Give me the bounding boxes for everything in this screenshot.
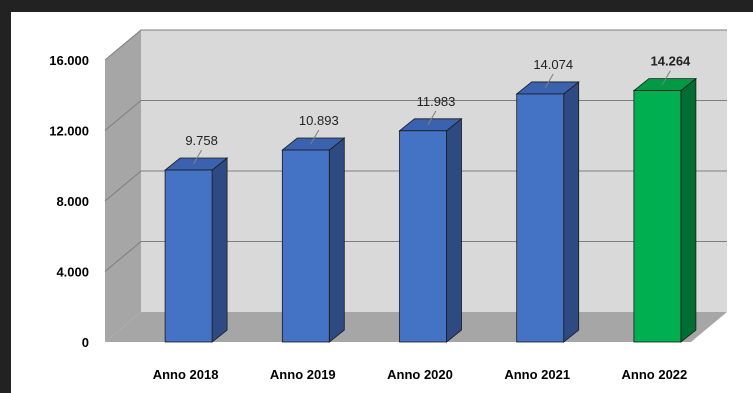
bar: 9.758 (163, 133, 229, 343)
data-label-leader (661, 70, 671, 85)
data-label: 14.264 (651, 54, 692, 69)
y-tick-label: 16.000 (49, 53, 89, 68)
data-label: 14.074 (533, 57, 573, 72)
bar-front (516, 93, 565, 343)
x-tick-label: Anno 2019 (270, 367, 336, 382)
bar: 10.893 (281, 113, 346, 343)
bar-front (399, 130, 447, 343)
bar-front (633, 90, 682, 343)
bar-front (164, 169, 213, 343)
bar-chart: 0 4.000 8.000 12.000 16.000 9.758 10.893 11.98… (49, 29, 727, 382)
bars: 9.758 10.893 11.983 14.074 14.264 (163, 54, 698, 343)
x-axis: Anno 2018 Anno 2019 Anno 2020 Anno 2021 Anno… (153, 367, 688, 382)
chart-panel: 0 4.000 8.000 12.000 16.000 9.758 10.893 11.98… (11, 12, 753, 393)
x-tick-label: Anno 2020 (387, 367, 453, 382)
y-axis: 0 4.000 8.000 12.000 16.000 (49, 53, 89, 350)
y-tick-label: 0 (82, 335, 89, 350)
bar-side (328, 137, 345, 343)
bar: 14.264 (632, 54, 698, 343)
bar-side (446, 117, 462, 343)
bar: 11.983 (398, 94, 463, 343)
data-label-leader (310, 129, 320, 145)
x-tick-label: Anno 2021 (504, 367, 570, 382)
y-tick-label: 8.000 (56, 194, 89, 209)
bar: 14.074 (515, 57, 580, 343)
bar-side (680, 77, 697, 343)
bar-side (563, 81, 580, 343)
gridline (104, 29, 727, 61)
bar-front (281, 149, 330, 343)
data-label: 11.983 (417, 94, 456, 109)
data-label: 10.893 (299, 113, 339, 128)
x-tick-label: Anno 2018 (153, 367, 219, 382)
data-label: 9.758 (185, 133, 218, 148)
bar-side (211, 157, 228, 343)
y-tick-label: 4.000 (56, 265, 89, 280)
data-label-leader (427, 110, 437, 126)
x-tick-label: Anno 2022 (622, 367, 688, 382)
y-tick-label: 12.000 (49, 124, 89, 139)
data-label-leader (544, 73, 554, 89)
data-label-leader (193, 149, 203, 165)
